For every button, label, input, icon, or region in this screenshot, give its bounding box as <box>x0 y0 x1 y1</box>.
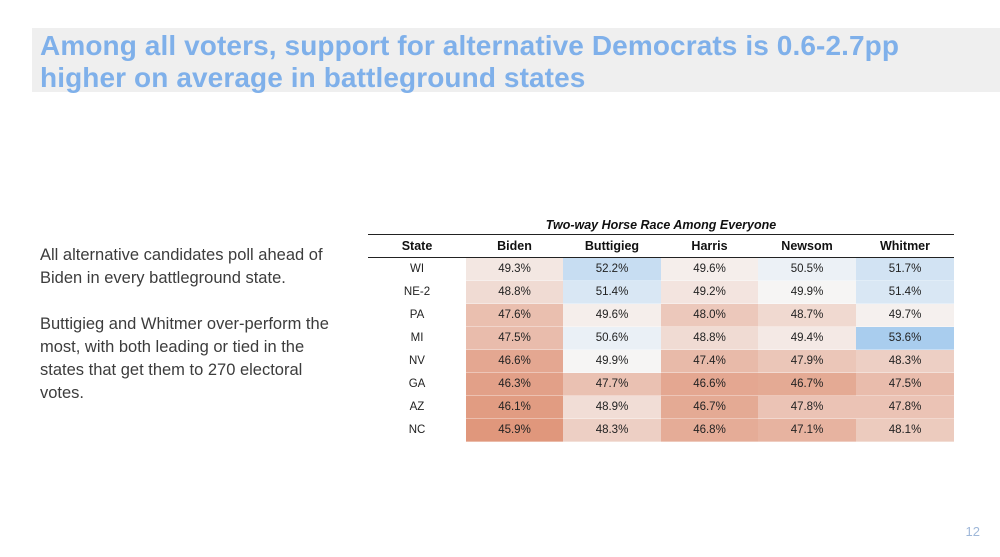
table-row: WI 49.3% 52.2% 49.6% 50.5% 51.7% <box>368 257 954 281</box>
value-cell-biden: 46.6% <box>466 349 563 373</box>
value-cell-harris: 46.6% <box>661 372 758 396</box>
state-cell: PA <box>368 303 466 327</box>
table-row: NE-2 48.8% 51.4% 49.2% 49.9% 51.4% <box>368 280 954 304</box>
page-number: 12 <box>965 524 980 539</box>
column-header-buttigieg: Buttigieg <box>563 234 661 258</box>
value-cell-newsom: 47.1% <box>758 418 856 442</box>
value-cell-newsom: 46.7% <box>758 372 856 396</box>
state-cell: WI <box>368 257 466 281</box>
value-cell-biden: 47.6% <box>466 303 563 327</box>
column-header-whitmer: Whitmer <box>856 234 954 258</box>
value-cell-newsom: 49.4% <box>758 326 856 350</box>
value-cell-whitmer: 48.1% <box>856 418 954 442</box>
state-cell: NV <box>368 349 466 373</box>
table-row: PA 47.6% 49.6% 48.0% 48.7% 49.7% <box>368 303 954 327</box>
value-cell-buttigieg: 51.4% <box>563 280 661 304</box>
value-cell-biden: 47.5% <box>466 326 563 350</box>
value-cell-harris: 46.7% <box>661 395 758 419</box>
state-cell: NE-2 <box>368 280 466 304</box>
table-header-row: State Biden Buttigieg Harris Newsom Whit… <box>368 234 954 258</box>
table-row: MI 47.5% 50.6% 48.8% 49.4% 53.6% <box>368 326 954 350</box>
column-header-harris: Harris <box>661 234 758 258</box>
table-row: NC 45.9% 48.3% 46.8% 47.1% 48.1% <box>368 418 954 442</box>
horse-race-table-chart: Two-way Horse Race Among Everyone State … <box>368 216 954 442</box>
value-cell-whitmer: 53.6% <box>856 326 954 350</box>
value-cell-buttigieg: 47.7% <box>563 372 661 396</box>
state-cell: NC <box>368 418 466 442</box>
body-text: All alternative candidates poll ahead of… <box>40 244 340 428</box>
horse-race-table: State Biden Buttigieg Harris Newsom Whit… <box>368 234 954 442</box>
value-cell-buttigieg: 49.9% <box>563 349 661 373</box>
value-cell-newsom: 47.8% <box>758 395 856 419</box>
body-paragraph-1: All alternative candidates poll ahead of… <box>40 246 323 287</box>
value-cell-biden: 48.8% <box>466 280 563 304</box>
value-cell-buttigieg: 52.2% <box>563 257 661 281</box>
value-cell-biden: 46.3% <box>466 372 563 396</box>
column-header-newsom: Newsom <box>758 234 856 258</box>
table-body: WI 49.3% 52.2% 49.6% 50.5% 51.7% NE-2 48.8% 51.4… <box>368 257 954 442</box>
value-cell-whitmer: 51.7% <box>856 257 954 281</box>
value-cell-buttigieg: 49.6% <box>563 303 661 327</box>
value-cell-whitmer: 48.3% <box>856 349 954 373</box>
value-cell-harris: 49.2% <box>661 280 758 304</box>
value-cell-biden: 46.1% <box>466 395 563 419</box>
state-cell: GA <box>368 372 466 396</box>
column-header-state: State <box>368 234 466 258</box>
value-cell-whitmer: 49.7% <box>856 303 954 327</box>
table-row: GA 46.3% 47.7% 46.6% 46.7% 47.5% <box>368 372 954 396</box>
value-cell-newsom: 50.5% <box>758 257 856 281</box>
value-cell-whitmer: 51.4% <box>856 280 954 304</box>
value-cell-newsom: 48.7% <box>758 303 856 327</box>
value-cell-harris: 46.8% <box>661 418 758 442</box>
value-cell-buttigieg: 48.3% <box>563 418 661 442</box>
state-cell: MI <box>368 326 466 350</box>
value-cell-newsom: 49.9% <box>758 280 856 304</box>
state-cell: AZ <box>368 395 466 419</box>
value-cell-biden: 49.3% <box>466 257 563 281</box>
value-cell-buttigieg: 50.6% <box>563 326 661 350</box>
value-cell-biden: 45.9% <box>466 418 563 442</box>
table-row: AZ 46.1% 48.9% 46.7% 47.8% 47.8% <box>368 395 954 419</box>
value-cell-harris: 49.6% <box>661 257 758 281</box>
slide-title: Among all voters, support for alternativ… <box>40 30 900 93</box>
value-cell-newsom: 47.9% <box>758 349 856 373</box>
value-cell-harris: 48.8% <box>661 326 758 350</box>
value-cell-harris: 48.0% <box>661 303 758 327</box>
chart-title: Two-way Horse Race Among Everyone <box>545 218 777 232</box>
body-paragraph-2: Buttigieg and Whitmer over-perform the m… <box>40 315 329 402</box>
value-cell-whitmer: 47.5% <box>856 372 954 396</box>
value-cell-buttigieg: 48.9% <box>563 395 661 419</box>
value-cell-whitmer: 47.8% <box>856 395 954 419</box>
column-header-biden: Biden <box>466 234 563 258</box>
title-band <box>32 28 1000 92</box>
value-cell-harris: 47.4% <box>661 349 758 373</box>
table-row: NV 46.6% 49.9% 47.4% 47.9% 48.3% <box>368 349 954 373</box>
